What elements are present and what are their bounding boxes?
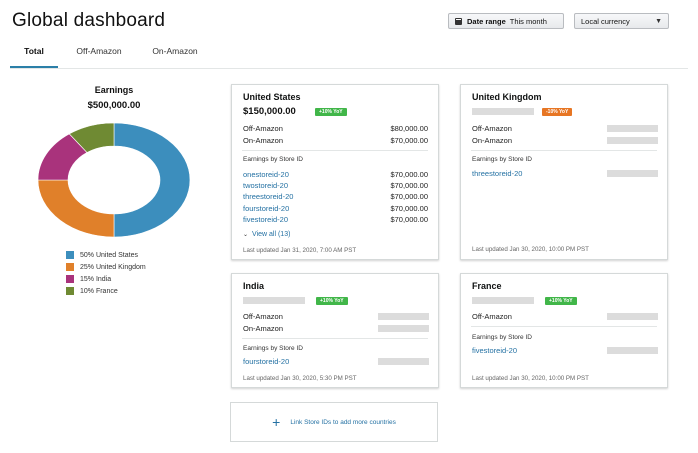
divider: [471, 150, 657, 151]
legend-item: 15% India: [66, 273, 146, 285]
chevron-down-icon: ⌄: [243, 232, 249, 238]
off-amazon-label: Off-Amazon: [243, 312, 283, 321]
placeholder-bar: [607, 125, 658, 132]
placeholder-bar: [607, 137, 658, 144]
view-all-label: View all (13): [252, 231, 291, 238]
on-amazon-label: On-Amazon: [243, 324, 284, 333]
card-title: France: [472, 281, 502, 291]
placeholder-bar: [472, 297, 534, 304]
legend-swatch: [66, 275, 74, 283]
store-link[interactable]: fivestoreid-20: [472, 346, 518, 355]
on-amazon-label: On-Amazon: [243, 136, 284, 145]
divider: [242, 150, 428, 151]
chevron-down-icon: ▼: [655, 17, 662, 25]
legend-item: 25% United Kingdom: [66, 261, 146, 273]
placeholder-bar: [243, 297, 305, 304]
divider: [242, 338, 428, 339]
off-amazon-label: Off-Amazon: [243, 124, 283, 133]
card-title: United Kingdom: [472, 92, 542, 102]
card-amount: $150,000.00: [243, 106, 296, 117]
last-updated: Last updated Jan 31, 2020, 7:00 AM PST: [243, 247, 357, 254]
legend-label: 25% United Kingdom: [80, 263, 146, 271]
on-amazon-label: On-Amazon: [472, 136, 513, 145]
store-link[interactable]: fivestoreid-20: [243, 215, 289, 224]
calendar-icon: [455, 17, 462, 25]
section-label: Earnings by Store ID: [472, 156, 532, 163]
off-amazon-label: Off-Amazon: [472, 124, 512, 133]
placeholder-bar: [378, 358, 429, 365]
last-updated: Last updated Jan 30, 2020, 5:30 PM PST: [243, 375, 357, 382]
placeholder-bar: [607, 313, 658, 320]
store-link[interactable]: fourstoreid-20: [243, 357, 290, 366]
card-title: India: [243, 281, 265, 291]
off-amazon-label: Off-Amazon: [472, 312, 512, 321]
store-value: $70,000.00: [390, 181, 428, 190]
date-range-label: Date range: [467, 16, 506, 26]
plus-icon: +: [272, 414, 281, 430]
store-link[interactable]: threestoreid-20: [243, 192, 294, 201]
placeholder-bar: [607, 170, 658, 177]
placeholder-bar: [607, 347, 658, 354]
legend-item: 50% United States: [66, 249, 146, 261]
date-range-value: This month: [509, 16, 547, 26]
yoy-badge: -10% YoY: [542, 108, 573, 116]
card-title: United States: [243, 92, 301, 102]
section-label: Earnings by Store ID: [243, 345, 303, 352]
donut-slice-united-kingdom: [37, 179, 115, 238]
currency-select[interactable]: Local currency ▼: [574, 13, 669, 29]
donut-slice-united-states: [113, 122, 191, 238]
tab-on-amazon[interactable]: On-Amazon: [152, 46, 198, 56]
date-range-button[interactable]: Date range This month: [448, 13, 564, 29]
placeholder-bar: [378, 313, 429, 320]
divider: [471, 326, 657, 327]
legend-label: 10% France: [80, 287, 118, 295]
store-link[interactable]: onestoreid-20: [243, 170, 289, 179]
store-value: $70,000.00: [390, 170, 428, 179]
store-value: $70,000.00: [390, 192, 428, 201]
yoy-badge: +10% YoY: [316, 297, 348, 305]
placeholder-bar: [378, 325, 429, 332]
link-store-ids-button[interactable]: + Link Store IDs to add more countries: [230, 402, 438, 442]
earnings-title: Earnings: [94, 85, 134, 95]
last-updated: Last updated Jan 30, 2020, 10:00 PM PST: [472, 375, 589, 382]
store-value: $70,000.00: [390, 204, 428, 213]
legend-item: 10% France: [66, 285, 146, 297]
store-value: $70,000.00: [390, 215, 428, 224]
country-card-france: France +10% YoY Off-Amazon Earnings by S…: [460, 273, 668, 388]
currency-value: Local currency: [581, 16, 630, 26]
legend-swatch: [66, 287, 74, 295]
link-store-ids-label: Link Store IDs to add more countries: [290, 418, 396, 426]
store-link[interactable]: twostoreid-20: [243, 181, 289, 190]
tab-bar: Total Off-Amazon On-Amazon: [10, 44, 210, 68]
donut-slice-france: [68, 122, 115, 153]
legend-label: 50% United States: [80, 251, 138, 259]
store-link[interactable]: threestoreid-20: [472, 169, 523, 178]
placeholder-bar: [472, 108, 534, 115]
tab-total[interactable]: Total: [10, 44, 58, 68]
view-all-link[interactable]: ⌄ View all (13): [243, 231, 290, 238]
page-title: Global dashboard: [12, 10, 166, 31]
section-label: Earnings by Store ID: [243, 156, 303, 163]
country-card-united-states: United States $150,000.00 +10% YoY Off-A…: [231, 84, 439, 260]
on-amazon-value: $70,000.00: [390, 136, 428, 145]
chart-legend: 50% United States 25% United Kingdom 15%…: [66, 249, 146, 297]
legend-label: 15% India: [80, 275, 112, 283]
yoy-badge: +10% YoY: [545, 297, 577, 305]
earnings-donut-chart: [37, 122, 191, 238]
legend-swatch: [66, 251, 74, 259]
off-amazon-value: $80,000.00: [390, 124, 428, 133]
section-label: Earnings by Store ID: [472, 334, 532, 341]
country-card-india: India +10% YoY Off-Amazon On-Amazon Earn…: [231, 273, 439, 388]
tab-divider: [10, 68, 688, 69]
country-card-united-kingdom: United Kingdom -10% YoY Off-Amazon On-Am…: [460, 84, 668, 260]
last-updated: Last updated Jan 30, 2020, 10:00 PM PST: [472, 246, 589, 253]
tab-off-amazon[interactable]: Off-Amazon: [76, 46, 122, 56]
earnings-total: $500,000.00: [87, 100, 141, 111]
store-link[interactable]: fourstoreid-20: [243, 204, 290, 213]
legend-swatch: [66, 263, 74, 271]
yoy-badge: +10% YoY: [315, 108, 347, 116]
